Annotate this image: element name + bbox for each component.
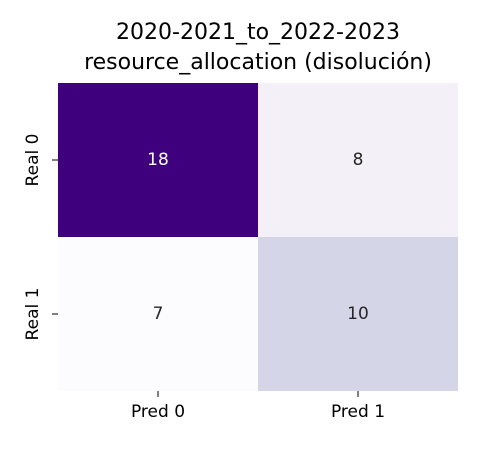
heatmap-plot-area: 18 8 7 10 Pred 0 Pred 1 Real 0 Real 1	[23, 83, 458, 422]
y-tick-label-1: Real 1	[23, 288, 43, 341]
cell-value-label-r1-c0: 7	[153, 304, 164, 324]
chart-title-line-2: resource_allocation (disolución)	[84, 50, 432, 75]
heatmap-cell-r0-c1	[258, 83, 458, 237]
x-tick-label-0: Pred 0	[131, 402, 185, 422]
heatmap-cell-r1-c1	[258, 237, 458, 391]
chart-title-line-1: 2020-2021_to_2022-2023	[116, 20, 400, 45]
heatmap-cell-r0-c0	[58, 83, 258, 237]
heatmap-cell-r1-c0	[58, 237, 258, 391]
y-tick-label-0: Real 0	[23, 134, 43, 187]
cell-value-label-r0-c0: 18	[147, 150, 169, 170]
cell-value-label-r1-c1: 10	[347, 304, 369, 324]
cell-value-label-r0-c1: 8	[353, 150, 364, 170]
x-tick-label-1: Pred 1	[331, 402, 385, 422]
